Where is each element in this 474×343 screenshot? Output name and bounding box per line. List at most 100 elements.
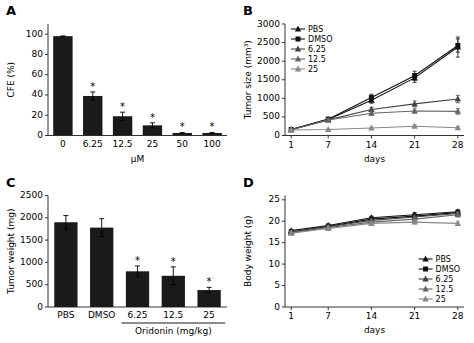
panel: DBody weight (g)051015202517142128daysPB… <box>243 175 465 336</box>
series-line <box>291 126 458 130</box>
legend-marker <box>422 256 428 262</box>
y-tick <box>282 24 285 25</box>
point <box>288 230 294 236</box>
legend-marker <box>295 46 301 52</box>
y-tick <box>282 79 285 80</box>
y-tick-label: 1500 <box>20 235 43 245</box>
y-tick-label: 80 <box>32 49 44 59</box>
y-tick-label: 0 <box>274 302 280 312</box>
point <box>368 220 374 226</box>
x-tick-label: 21 <box>409 140 420 150</box>
annotation: * <box>120 101 125 112</box>
point <box>325 225 331 231</box>
annotation: * <box>180 121 185 132</box>
legend-marker <box>295 66 301 72</box>
y-axis <box>48 196 49 308</box>
y-axis <box>48 24 49 136</box>
legend-label: DMSO <box>308 35 332 44</box>
plot-marks <box>288 208 461 235</box>
x-tick-label: 7 <box>325 311 331 321</box>
panel: ACFE (%)02040608010006.2512.52550100****… <box>6 3 228 164</box>
x-tick <box>457 136 458 139</box>
y-tick-label: 1000 <box>257 93 280 103</box>
panel: CTumor weight (mg)05001000150020002500PB… <box>6 175 228 337</box>
legend-item <box>291 56 305 62</box>
legend-item <box>291 66 305 72</box>
bar <box>53 36 72 135</box>
y-tick-label: 100 <box>26 29 43 39</box>
legend-item <box>291 46 305 52</box>
legend-label: 6.25 <box>308 45 326 54</box>
y-tick <box>282 285 285 286</box>
error-bar <box>120 112 125 120</box>
point <box>455 220 461 226</box>
x-tick-label: 12.5 <box>163 310 183 320</box>
y-axis-label: Body weight (g) <box>243 215 253 287</box>
x-tick-label: 1 <box>288 140 294 150</box>
y-tick-label: 40 <box>32 89 44 99</box>
y-tick-label: 2500 <box>257 37 280 47</box>
y-tick <box>282 221 285 222</box>
y-axis-label: Tumor size (mm³) <box>243 40 253 120</box>
y-tick-label: 0 <box>37 130 43 140</box>
panel-label: B <box>243 3 253 18</box>
point <box>455 124 461 130</box>
x-axis <box>285 307 464 308</box>
legend-label: 6.25 <box>436 275 454 284</box>
point <box>325 117 331 123</box>
x-tick <box>457 307 458 310</box>
series-line <box>291 215 458 233</box>
point <box>411 100 417 106</box>
legend-marker <box>295 56 301 62</box>
error-bar <box>456 37 460 57</box>
annotation: * <box>207 276 212 287</box>
point <box>289 127 294 132</box>
x-axis-label: days <box>364 325 386 335</box>
legend-item <box>419 286 433 292</box>
point <box>288 126 294 132</box>
y-tick <box>282 98 285 99</box>
legend-marker <box>296 37 301 42</box>
legend-marker <box>422 286 428 292</box>
legend-item <box>419 276 433 282</box>
y-tick-label: 25 <box>269 194 280 204</box>
point <box>326 117 331 122</box>
x-axis-label: days <box>364 154 386 164</box>
x-axis <box>285 135 464 136</box>
panel: BTumor size (mm³)05001000150020002500300… <box>243 3 465 164</box>
y-tick <box>45 74 48 75</box>
legend-item <box>291 26 305 32</box>
annotation: * <box>135 255 140 266</box>
y-tick-label: 3000 <box>257 19 280 29</box>
y-tick <box>282 199 285 200</box>
y-tick <box>282 307 285 308</box>
legend: PBSDMSO6.2512.525 <box>419 255 460 304</box>
bar <box>83 96 102 136</box>
legend-label: 12.5 <box>436 285 454 294</box>
bar <box>90 228 113 307</box>
legend-marker <box>422 296 428 302</box>
y-tick-label: 10 <box>269 259 281 269</box>
x-tick-label: 14 <box>366 311 378 321</box>
legend-label: PBS <box>308 25 323 34</box>
x-tick-label: DMSO <box>88 310 116 320</box>
x-axis <box>48 135 227 136</box>
x-tick-label: 12.5 <box>113 139 133 149</box>
legend-marker <box>423 267 428 272</box>
x-tick-label: 14 <box>366 140 378 150</box>
panel-label: D <box>243 175 254 190</box>
y-tick <box>45 307 48 308</box>
y-tick <box>45 135 48 136</box>
y-tick-label: 2000 <box>20 212 43 222</box>
x-tick-label: 7 <box>325 140 331 150</box>
legend-label: 25 <box>308 65 318 74</box>
y-tick-label: 2000 <box>257 56 280 66</box>
legend-item <box>419 267 433 272</box>
error-bar <box>90 92 95 100</box>
x-tick-label: 0 <box>60 139 66 149</box>
x-axis-label: μM <box>131 154 145 164</box>
annotation: * <box>90 81 95 92</box>
x-tick-label: 28 <box>452 140 464 150</box>
y-tick-label: 0 <box>37 302 43 312</box>
y-tick <box>282 116 285 117</box>
